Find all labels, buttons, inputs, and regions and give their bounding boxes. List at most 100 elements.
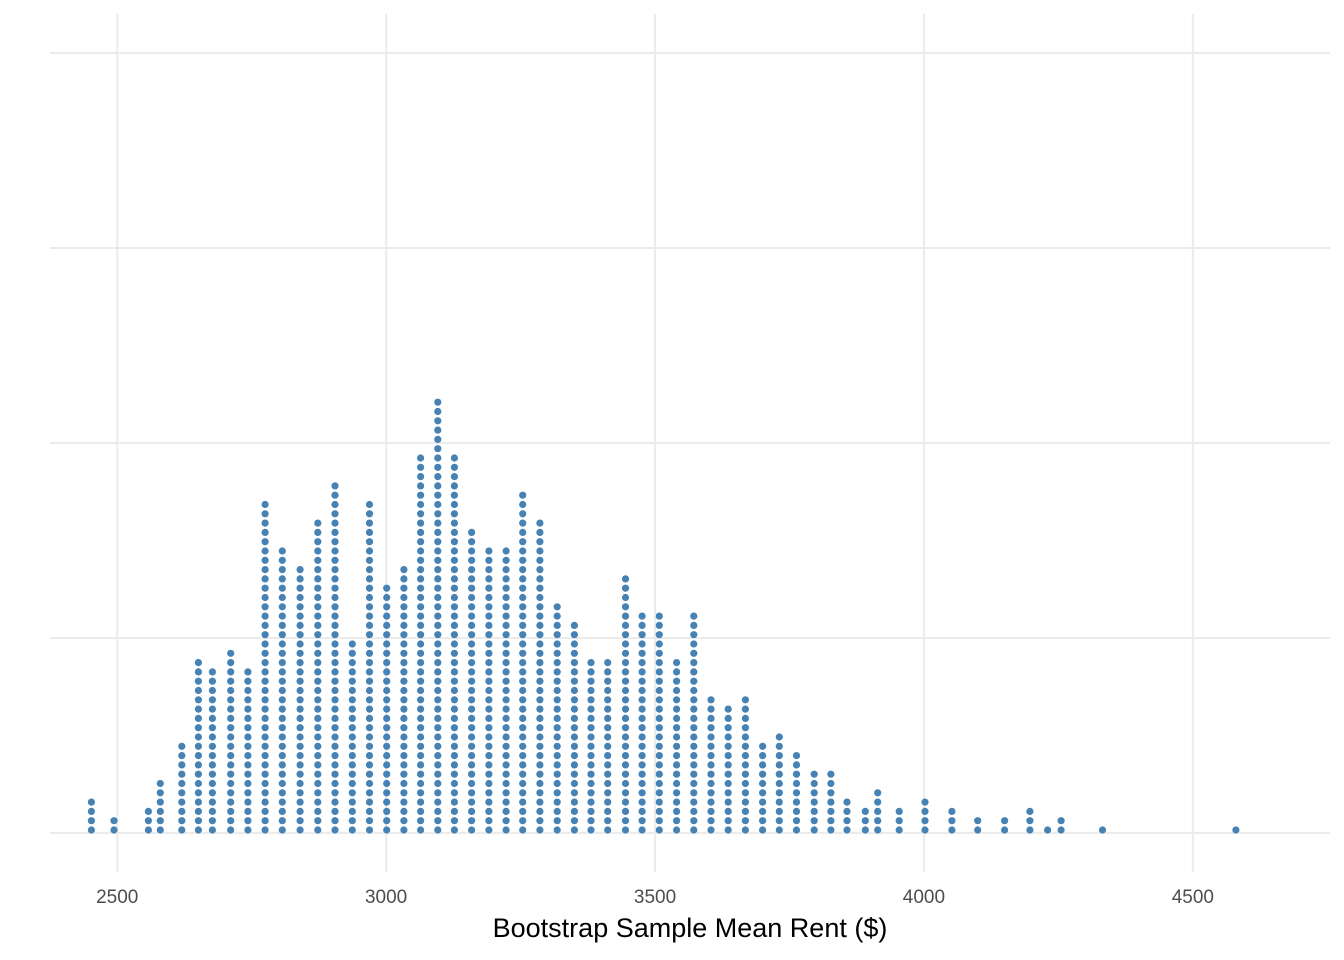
data-dot [1057,817,1065,825]
data-dot [331,566,339,574]
data-dot [365,640,374,648]
data-dot [921,807,929,816]
data-dot [536,789,544,797]
data-dot [1001,826,1009,834]
data-dot [741,705,750,713]
data-dot [536,779,544,788]
data-dot [244,668,252,676]
data-dot [383,742,391,750]
data-dot [485,752,493,760]
data-dot [553,686,561,695]
data-dot [468,621,476,630]
data-dot [314,779,322,788]
data-dot [208,752,216,760]
data-dot [673,752,681,760]
data-dot [502,789,510,797]
data-dot [417,473,425,481]
data-dot [194,798,202,806]
data-dot [759,742,767,750]
data-dot [724,779,732,788]
data-dot [348,752,356,760]
data-dot [365,705,374,713]
data-dot [843,798,851,806]
data-dot [314,575,322,583]
data-dot [331,500,339,509]
data-dot [604,696,612,704]
data-dot [874,789,882,797]
data-dot [536,528,544,537]
data-dot [655,696,663,704]
data-dot [502,668,510,676]
data-dot [707,779,715,788]
data-dot [587,752,595,760]
data-dot [724,714,732,723]
data-dot [921,798,929,806]
data-dot [400,659,408,667]
data-dot [536,584,544,592]
data-dot [536,621,544,630]
data-dot [724,705,732,713]
data-dot [383,705,391,713]
data-dot [621,603,630,611]
data-dot [383,770,391,778]
data-dot [775,752,783,760]
data-dot [690,612,698,620]
data-dot [194,724,202,732]
data-dot [621,789,630,797]
data-dot [87,798,95,806]
data-dot [244,770,252,778]
data-dot [485,686,493,695]
data-dot [87,817,95,825]
data-dot [144,826,152,834]
data-dot [261,677,269,685]
data-dot [519,826,527,834]
data-dot [400,612,408,620]
data-dot [502,575,510,583]
data-dot [707,789,715,797]
data-dot [724,742,732,750]
data-dot [450,566,458,574]
data-dot [450,463,458,471]
data-dot [587,789,595,797]
data-dot [178,817,186,825]
data-dot [278,798,286,806]
data-dot [434,807,442,816]
data-dot [278,807,286,816]
data-dot [314,770,322,778]
data-dot [434,817,442,825]
data-dot [655,649,663,657]
data-dot [434,770,442,778]
data-dot [383,798,391,806]
data-dot [502,659,510,667]
data-dot [144,807,152,816]
data-dot [278,659,286,667]
data-dot [690,798,698,806]
data-dot [468,556,476,564]
data-dot [417,779,425,788]
data-dot [314,547,322,555]
data-dot [417,826,425,834]
data-dot [348,659,356,667]
data-dot [296,705,304,713]
data-dot [587,770,595,778]
data-dot [655,714,663,723]
data-dot [348,705,356,713]
data-dot [194,761,202,769]
data-dot [604,714,612,723]
data-dot [553,649,561,657]
data-dot [331,742,339,750]
data-dot [519,510,527,518]
data-dot [519,779,527,788]
data-dot [638,733,646,741]
data-dot [348,668,356,676]
data-dot [843,826,851,834]
data-dot [741,779,750,788]
data-dot [502,696,510,704]
data-dot [348,696,356,704]
data-dot [638,677,646,685]
data-dot [485,724,493,732]
data-dot [278,566,286,574]
data-dot [417,519,425,527]
data-dot [417,677,425,685]
